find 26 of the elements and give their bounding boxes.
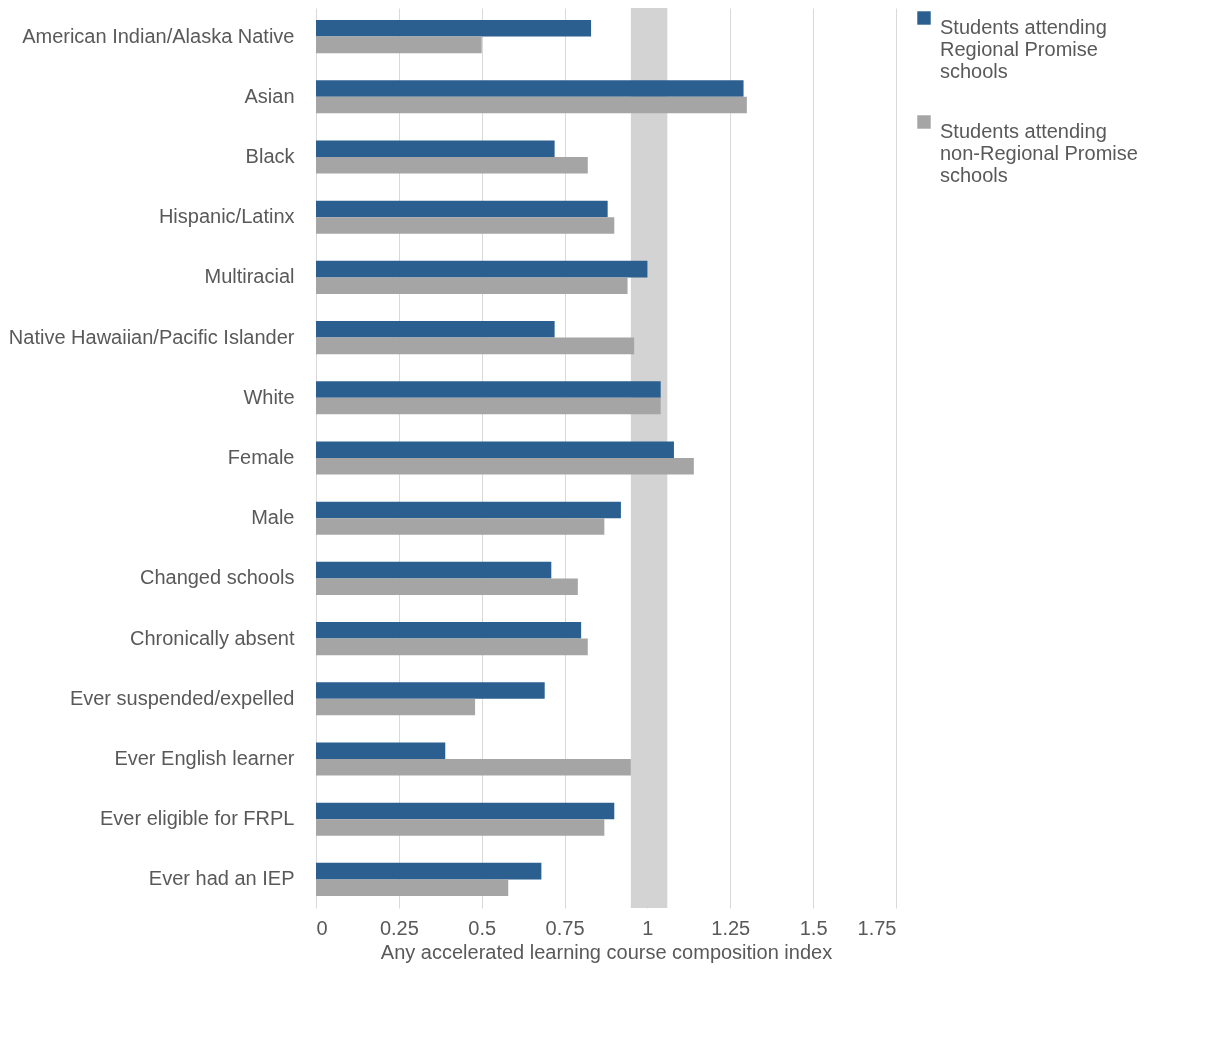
x-tick-label: 1 <box>642 916 654 939</box>
x-tick-label: 1.25 <box>711 916 751 939</box>
x-tick-label: 0 <box>316 916 328 939</box>
y-tick-label: Female <box>227 446 295 468</box>
y-tick-label: Ever English learner <box>114 747 295 769</box>
y-tick-label: American Indian/Alaska Native <box>22 24 295 47</box>
y-tick-label: Multiracial <box>204 265 295 288</box>
y-tick-label: Native Hawaiian/Pacific Islander <box>8 325 295 348</box>
x-tick-label: 1.75 <box>857 916 897 939</box>
y-tick-label: White <box>243 385 295 408</box>
y-tick-label: Ever suspended/expelled <box>69 686 295 709</box>
y-tick-label: Asian <box>244 84 295 107</box>
y-tick-label: Chronically absent <box>129 626 295 649</box>
legend-label: Students attending Regional Promise schools <box>940 16 1107 82</box>
y-tick-label: Black <box>245 145 296 167</box>
y-tick-label: Changed schools <box>139 566 295 589</box>
x-tick-label: 1.5 <box>799 916 828 939</box>
x-axis-title: Any accelerated learning course composition index <box>380 940 833 963</box>
y-tick-label: Male <box>251 506 295 529</box>
x-tick-label: 0.25 <box>379 916 419 939</box>
x-tick-label: 0.75 <box>545 916 585 939</box>
y-tick-label: Ever had an IEP <box>148 867 295 890</box>
y-tick-label: Hispanic/Latinx <box>158 205 295 228</box>
legend-label: Students attending non-Regional Promise schools <box>940 120 1138 186</box>
y-tick-label: Ever eligible for FRPL <box>99 807 295 830</box>
x-tick-label: 0.5 <box>468 916 497 939</box>
